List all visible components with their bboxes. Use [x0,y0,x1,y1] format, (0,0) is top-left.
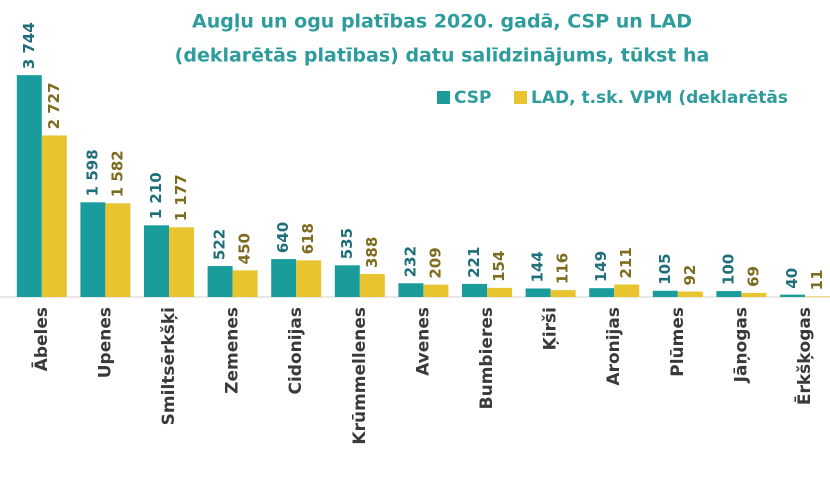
bar [741,292,767,297]
value-label: 232 [401,246,419,277]
value-label: 1 582 [108,150,126,197]
value-label: 522 [211,229,229,260]
bar [80,202,106,297]
value-label: 2 727 [45,82,63,129]
value-label: 3 744 [20,22,38,69]
value-label: 450 [236,233,254,264]
legend-swatch [514,91,527,104]
bar [525,288,551,297]
value-label: 388 [363,237,381,268]
bar [423,284,449,297]
value-label: 144 [529,251,547,282]
x-tick-label: Ābeles [30,307,52,371]
bar [232,270,258,297]
bar [41,135,67,297]
x-tick-label: Ķirši [541,307,561,350]
value-label: 149 [592,251,610,282]
x-tick-label: Aronijas [604,307,624,386]
value-label: 92 [681,265,699,286]
x-tick-label: Smiltsērkšķi [159,307,179,425]
bar [359,274,385,297]
x-tick-label: Ērkšķogas [793,307,815,405]
value-label: 40 [783,268,801,289]
bar [144,225,169,297]
value-label: 1 598 [83,149,101,196]
value-label: 11 [808,269,826,290]
x-tick-label: Avenes [413,307,433,376]
x-tick-label: Plūmes [668,307,688,377]
bar [780,294,805,297]
bar [487,287,512,297]
bar [550,290,576,297]
bar [105,203,131,297]
bar [334,265,360,297]
value-label: 535 [338,228,356,259]
x-tick-label: Zemenes [223,307,243,394]
bar [716,291,742,297]
bar [589,288,615,297]
bar [677,291,703,297]
bar [296,260,322,297]
bar [614,284,640,297]
value-label: 100 [719,254,737,285]
value-label: 209 [426,247,444,278]
x-tick-label: Bumbieres [477,307,497,409]
value-label: 69 [744,266,762,287]
bar [462,283,487,297]
chart-title: (deklarētās platības) datu salīdzinājums… [175,45,710,67]
x-tick-label: Upenes [95,307,115,378]
bar [16,75,42,297]
value-label: 618 [299,223,317,254]
bar [169,227,194,297]
x-tick-label: Jāņogas [731,307,751,383]
legend-label: CSP [454,88,492,108]
value-label: 221 [465,247,483,278]
value-label: 211 [617,247,635,278]
value-label: 1 210 [147,172,165,219]
value-label: 640 [274,222,292,253]
legend-swatch [437,91,450,104]
value-label: 1 177 [172,174,190,221]
bar [271,259,297,297]
value-label: 154 [490,251,508,282]
chart-title: Augļu un ogu platības 2020. gadā, CSP un… [192,11,692,33]
value-label: 116 [554,253,572,284]
legend-label: LAD, t.sk. VPM (deklarētās [531,88,788,108]
bar [207,266,233,297]
x-tick-label: Krūmmellenes [350,307,370,445]
bar [805,296,830,297]
bar [652,290,678,297]
value-label: 105 [656,253,674,284]
bar [398,283,424,297]
x-tick-label: Cidonijas [286,307,306,395]
